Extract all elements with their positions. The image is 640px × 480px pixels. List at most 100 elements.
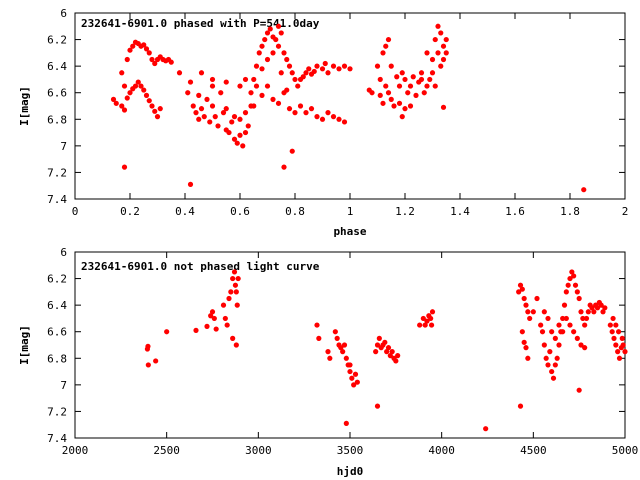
data-point [418,76,425,83]
data-point [380,50,386,56]
x-tick-label: 1.6 [505,205,525,218]
data-point [620,342,626,348]
data-point [563,289,569,295]
data-point [405,90,411,96]
data-point [289,148,295,154]
data-point [565,282,571,288]
data-point [135,79,141,85]
data-point [523,345,529,351]
y-tick-label: 7 [60,140,67,153]
x-tick-label: 0.2 [120,205,140,218]
data-point [438,30,444,36]
data-point [525,309,531,315]
chart-title: 232641-6901.0 not phased light curve [81,260,320,273]
data-point [516,289,522,295]
data-point [113,100,119,106]
data-point [422,322,428,328]
data-point [421,90,427,96]
data-point [523,302,529,308]
data-point [538,322,544,328]
data-point [429,70,436,76]
data-point [402,76,408,83]
data-point [572,282,579,288]
data-point [259,92,265,98]
data-point [583,315,590,322]
data-point [209,76,216,83]
data-point [237,132,243,138]
x-tick-label: 5000 [612,444,639,457]
y-tick-label: 7.2 [47,405,67,418]
data-point [571,329,577,335]
data-point [196,92,202,98]
data-point [316,335,322,341]
data-point [212,114,218,120]
data-point [141,87,147,93]
data-point [193,327,199,333]
data-point [237,116,243,122]
data-point [143,92,150,98]
data-point [325,70,331,76]
data-point [251,103,257,109]
data-point [560,315,566,322]
data-point [314,114,320,120]
data-point [585,309,591,315]
data-point [382,339,388,345]
data-point [251,76,257,83]
data-point [351,382,357,388]
data-point [211,315,217,322]
y-tick-label: 6.4 [47,60,67,73]
data-point [154,114,161,120]
data-point [245,123,251,129]
data-point [613,322,619,328]
data-point [198,70,205,76]
x-tick-label: 2500 [153,444,180,457]
data-point [201,114,207,120]
data-point [341,119,348,125]
data-point [554,355,560,361]
data-point [164,329,170,335]
data-point [560,329,566,335]
data-point [215,123,221,129]
data-point [549,368,555,375]
data-point [391,103,397,109]
data-point [539,329,546,335]
data-point [440,104,447,110]
data-point [384,349,390,355]
data-point [314,322,320,328]
y-axis-label: I[mag] [18,325,31,365]
x-tick-label: 4000 [428,444,455,457]
data-point [385,36,392,43]
x-tick-label: 2000 [62,444,89,457]
data-point [519,329,525,335]
data-point [286,63,293,69]
data-point [224,322,230,328]
data-point [207,119,213,125]
data-point [303,110,309,116]
y-tick-label: 7.2 [47,166,67,179]
data-point [132,83,139,89]
data-point [338,345,344,351]
data-point [519,286,525,292]
data-point [589,305,595,311]
data-point [119,70,125,76]
data-point [561,302,568,308]
data-point [541,309,547,315]
data-point [600,309,606,315]
data-point [124,95,130,101]
phased-light-curve-panel: 232641-6901.0 phased with P=541.0day pha… [18,7,628,238]
y-axis-label: I[mag] [18,86,31,126]
data-point [325,110,331,116]
data-point [545,315,551,322]
data-point [525,355,531,361]
x-tick-label: 3000 [245,444,272,457]
data-point [267,26,273,32]
data-point [330,63,337,69]
y-tick-label: 6 [60,7,67,20]
data-point [231,114,238,120]
data-point [306,66,312,72]
data-point [153,358,159,364]
data-point [270,96,276,102]
data-point [187,181,194,187]
data-point [145,343,151,349]
